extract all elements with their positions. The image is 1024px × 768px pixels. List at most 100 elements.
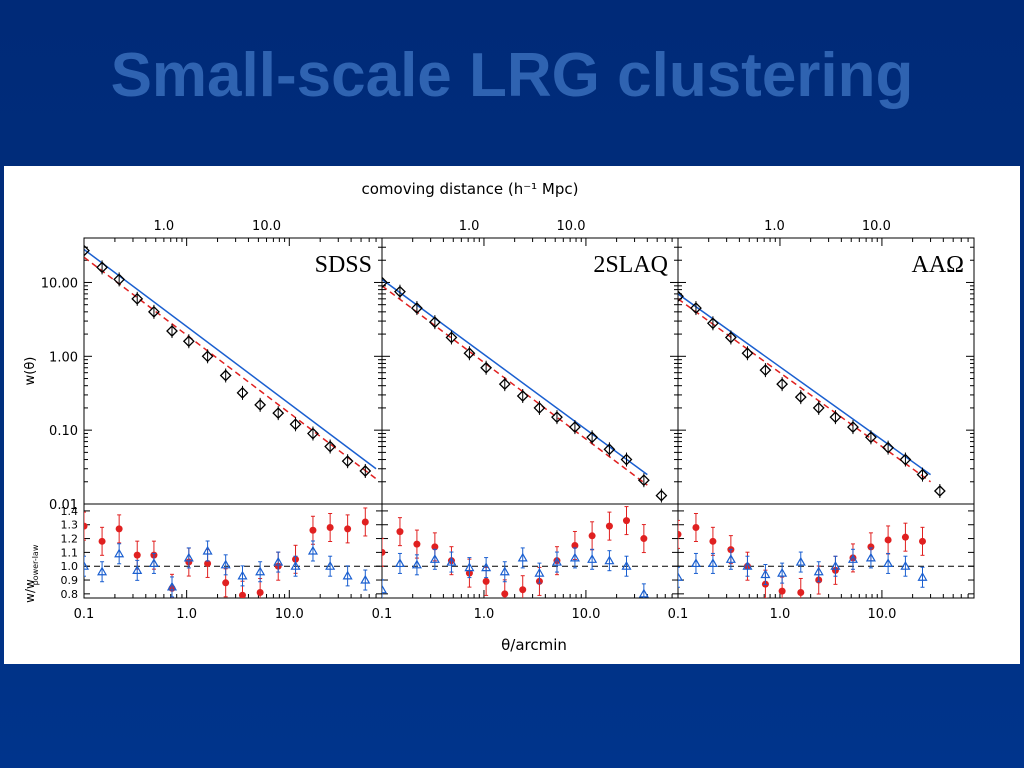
data-point-circle: [344, 525, 352, 533]
data-point-diamond: [480, 361, 493, 374]
data-point-diamond: [307, 427, 319, 440]
data-point-circle: [640, 535, 648, 543]
x-tick-label: 0.1: [668, 607, 689, 622]
data-point-triangle: [148, 558, 159, 568]
data-point-diamond: [759, 364, 772, 377]
data-point-circle: [519, 586, 527, 594]
data-point-diamond: [410, 302, 423, 314]
data-point-diamond: [568, 421, 581, 434]
data-point-circle: [309, 526, 317, 534]
data-point-triangle: [411, 559, 422, 569]
lower-y-tick-label: 0.8: [61, 588, 79, 601]
lower-y-tick-label: 1.0: [61, 560, 79, 573]
data-point-diamond: [382, 276, 388, 289]
data-point-diamond: [551, 411, 563, 424]
data-point-triangle: [202, 545, 213, 555]
panel-label-2slaq: 2SLAQ: [593, 252, 668, 278]
data-point-diamond: [324, 440, 337, 453]
data-point-diamond: [812, 402, 825, 414]
data-point-circle: [382, 548, 386, 556]
data-point-diamond: [603, 443, 616, 456]
lower-y-tick-label: 0.9: [61, 574, 79, 587]
data-point-triangle: [84, 560, 90, 570]
x-tick-label: 1.0: [176, 607, 197, 622]
data-point-circle: [692, 524, 700, 531]
data-point-triangle: [307, 545, 318, 555]
data-point-diamond: [516, 390, 529, 402]
x-tick-label: 1.0: [474, 607, 495, 622]
top-tick-label: 10.0: [862, 219, 891, 234]
data-point-circle: [884, 536, 892, 544]
x-tick-label: 10.0: [275, 607, 304, 622]
data-point-diamond: [794, 391, 807, 404]
upper-y-tick-label: 0.01: [49, 498, 78, 513]
data-point-diamond: [706, 317, 719, 330]
data-point-diamond: [933, 485, 946, 497]
data-point-triangle: [166, 581, 178, 591]
data-point-diamond: [182, 335, 195, 348]
data-point-triangle: [551, 556, 562, 566]
x-tick-label: 0.1: [372, 607, 393, 622]
lower-plot-area: [678, 513, 928, 598]
data-point-diamond: [586, 431, 599, 444]
data-point-diamond: [113, 273, 126, 286]
data-point-circle: [901, 533, 909, 541]
data-point-diamond: [131, 292, 144, 305]
data-point-circle: [361, 518, 369, 526]
upper-y-axis-label: w(θ): [23, 357, 38, 386]
data-point-diamond: [637, 474, 650, 487]
lower-y-axis-label-group: w/w power-law: [23, 544, 40, 603]
upper-plot-area: [678, 289, 946, 498]
lower-y-tick-label: 1.4: [61, 505, 79, 518]
data-point-diamond: [272, 407, 285, 420]
data-point-circle: [797, 588, 805, 596]
top-tick-label: 1.0: [459, 219, 480, 234]
data-point-circle: [918, 537, 926, 545]
data-point-triangle: [429, 554, 440, 563]
data-point-diamond: [254, 398, 267, 411]
data-point-triangle: [742, 560, 753, 570]
upper-plot-area: [84, 243, 377, 480]
data-point-circle: [115, 525, 123, 533]
data-point-diamond: [690, 302, 702, 314]
data-point-diamond: [533, 402, 546, 414]
data-point-diamond: [655, 489, 668, 502]
data-point-triangle: [604, 555, 615, 565]
lower-plot-area: [382, 506, 649, 598]
data-point-diamond: [428, 316, 441, 329]
data-point-triangle: [342, 570, 353, 580]
upper-plot-area: [382, 275, 668, 503]
top-tick-label: 1.0: [154, 219, 175, 234]
data-point-triangle: [830, 560, 841, 570]
data-point-triangle: [638, 588, 649, 598]
data-point-diamond: [776, 378, 789, 391]
data-point-diamond: [236, 386, 249, 399]
data-point-triangle: [777, 567, 788, 577]
power-law-fit-line: [382, 285, 648, 486]
lower-frame-sdss: [83, 503, 383, 599]
data-point-diamond: [864, 431, 877, 444]
data-point-diamond: [498, 378, 511, 391]
data-point-triangle: [394, 558, 405, 568]
top-tick-label: 1.0: [764, 219, 785, 234]
data-point-triangle: [865, 552, 876, 562]
data-point-diamond: [84, 244, 90, 257]
data-point-circle: [98, 537, 106, 545]
data-point-triangle: [517, 552, 528, 562]
data-point-triangle: [707, 558, 718, 568]
data-point-diamond: [96, 261, 108, 274]
data-point-diamond: [201, 350, 214, 363]
panel-2slaq: 2SLAQ 0.1 1.0 10.0 1.0 10.0: [372, 219, 679, 622]
data-point-triangle: [760, 569, 771, 579]
data-point-diamond: [463, 347, 476, 360]
data-point-diamond: [916, 468, 929, 481]
data-point-circle: [431, 543, 439, 551]
data-point-diamond: [899, 453, 912, 466]
data-point-triangle: [813, 566, 824, 576]
data-point-circle: [204, 559, 212, 567]
data-point-diamond: [148, 305, 160, 318]
data-point-diamond: [445, 331, 458, 344]
upper-y-tick-label: 0.10: [49, 424, 78, 439]
data-point-circle: [133, 551, 141, 559]
